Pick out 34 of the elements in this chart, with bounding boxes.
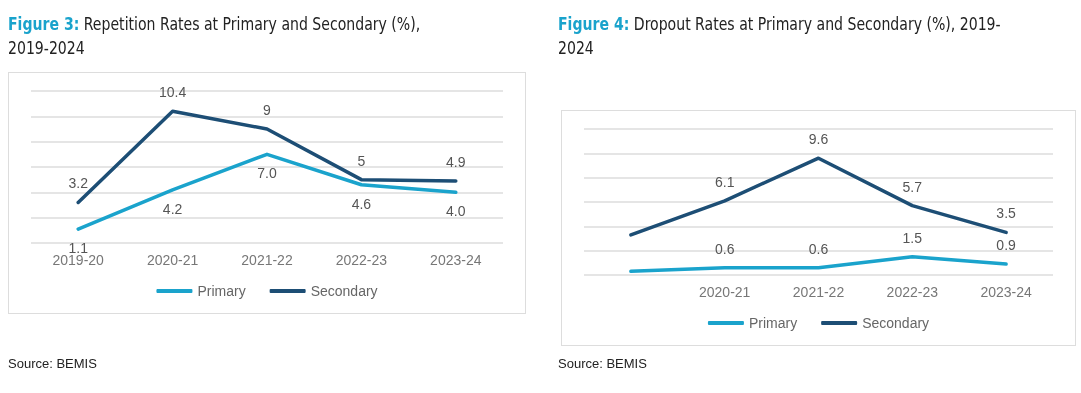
data-label: 4.0	[446, 203, 466, 220]
data-label: 9.6	[808, 131, 829, 148]
chart-title: Figure 4: Dropout Rates at Primary and Secondary (%), 2019-2024	[558, 14, 1001, 58]
data-label: 10.4	[158, 84, 187, 101]
source-note: Source: BEMIS	[558, 356, 647, 371]
x-tick-label: 2020-21	[699, 284, 751, 300]
x-tick-label: 2021-22	[792, 284, 845, 300]
legend-label: Primary	[197, 283, 246, 299]
source-note: Source: BEMIS	[8, 356, 97, 371]
data-label: 9	[263, 102, 272, 118]
x-tick-label: 2023-24	[980, 284, 1032, 300]
x-tick-label: 2019-20	[52, 252, 105, 268]
x-tick-label: 2020-21	[146, 252, 199, 268]
data-label: 0.6	[808, 240, 829, 257]
chart-title: Figure 3: Repetition Rates at Primary and Secondary (%), 2019-2024	[8, 13, 422, 60]
data-label: 3.5	[996, 205, 1017, 222]
x-tick-label: 2023-24	[430, 252, 482, 268]
x-tick-label: 2022-23	[335, 252, 388, 268]
data-label: 0.9	[996, 237, 1017, 254]
data-label: 7.0	[257, 165, 277, 182]
data-label: 3.2	[68, 175, 89, 192]
data-label: 4.2	[162, 200, 183, 217]
data-label: 5	[357, 152, 366, 169]
data-label: 4.6	[351, 195, 372, 212]
legend-label: Primary	[748, 315, 798, 331]
data-label: 1.5	[902, 229, 923, 246]
data-label: 6.1	[714, 173, 735, 190]
legend-label: Secondary	[862, 315, 930, 331]
data-label: 5.7	[902, 178, 923, 195]
x-tick-label: 2022-23	[886, 284, 939, 300]
legend-label: Secondary	[310, 283, 378, 299]
data-label: 4.9	[446, 153, 466, 170]
data-label: 0.6	[714, 240, 735, 257]
x-tick-label: 2021-22	[241, 252, 293, 268]
